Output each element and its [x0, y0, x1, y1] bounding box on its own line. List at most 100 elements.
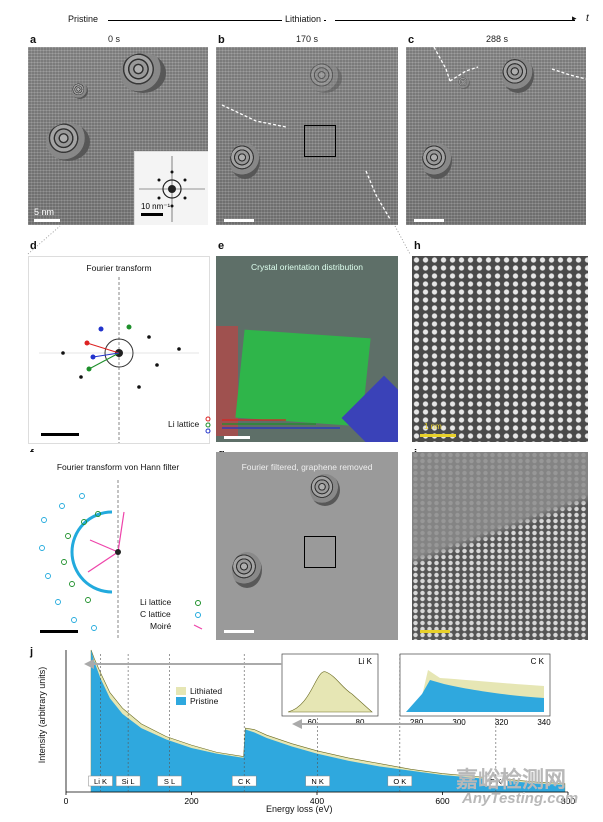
panel-label-e: e [218, 240, 225, 252]
timeline-mid: Lithiation [282, 14, 325, 24]
inset-tick-label: 340 [537, 718, 551, 727]
legend-c-lattice: C lattice [140, 609, 171, 619]
panel-e-image: Crystal orientation distribution Li latt… [216, 256, 398, 442]
edge-label-box [483, 775, 509, 787]
nanoparticle [308, 63, 342, 93]
x-tick-label: 200 [184, 796, 198, 806]
panel-g-title: Fourier filtered, graphene removed [241, 462, 373, 472]
panel-c-scale-bar [414, 219, 444, 222]
fft-scale-text: 10 nm⁻¹ [141, 202, 171, 211]
fft-pattern-icon [139, 156, 205, 222]
y-axis-label: Intensity (arbitrary units) [37, 666, 47, 764]
timeline-end: t [586, 13, 589, 24]
panel-label-j: j [30, 646, 34, 658]
panel-d-title: Fourier transform [86, 263, 152, 273]
series-pristine [91, 650, 565, 792]
panel-label-d: d [30, 240, 37, 252]
edge-label: Li K [94, 777, 107, 786]
panel-f-scale-bar [40, 630, 78, 633]
edge-label-box [305, 775, 330, 787]
selection-box [304, 536, 336, 568]
panel-f-title: Fourier transform von Hann filter [56, 462, 180, 472]
edge-label-box [88, 775, 113, 787]
nanoparticle [46, 123, 90, 161]
panel-d-scale-bar [41, 433, 79, 436]
legend-lithiated: Lithiated [190, 686, 223, 696]
panel-b-scale-bar [224, 219, 254, 222]
panel-h-image: 1 nm [412, 256, 588, 442]
boundary-lines [221, 104, 391, 220]
nanoparticle [232, 552, 262, 588]
panel-f-legend-markers [193, 600, 203, 630]
panel-e-legend-text: Li lattice [168, 419, 200, 429]
watermark-cn: 嘉峪检测网 [456, 767, 567, 792]
legend-moire: Moiré [150, 621, 172, 631]
panel-label-c: c [408, 34, 415, 46]
panel-j-chart: 0 200 400 600 800 Li K Si L S L C K N K O K F K Li K… [0, 644, 603, 817]
edge-label: N K [311, 777, 324, 786]
panel-e-scale-bar [224, 436, 250, 439]
fft-inset: 10 nm⁻¹ [134, 151, 208, 225]
timeline-line-left [108, 20, 326, 21]
edge-label-box [115, 775, 141, 787]
inset-title: C K [531, 657, 545, 666]
legend-pristine: Pristine [190, 696, 219, 706]
nanoparticle [502, 57, 534, 93]
red-domain [216, 326, 238, 436]
x-tick-label: 0 [64, 796, 69, 806]
edge-label-box [387, 775, 413, 787]
eels-spectrum: 0 200 400 600 800 Li K Si L S L C K N K O K F K Li K… [64, 649, 575, 806]
edge-label-box [231, 775, 257, 787]
x-tick-label: 800 [561, 796, 575, 806]
arrowhead-icon [84, 659, 94, 669]
edge-label: F K [490, 777, 502, 786]
panel-h-scale-bar [420, 434, 456, 437]
orientation-arrows [222, 419, 340, 429]
panel-a-image: 10 nm⁻¹ 5 nm [28, 47, 208, 225]
inset-tick-label: 80 [356, 718, 365, 727]
timeline-start: Pristine [68, 14, 99, 24]
inset-tick-label: 280 [410, 718, 424, 727]
panel-i-image [412, 452, 588, 640]
inset-tick-label: 60 [308, 718, 317, 727]
inset-title: Li K [358, 657, 372, 666]
nanoparticle [422, 143, 452, 179]
nanoparticle [120, 53, 166, 93]
panel-d-image: Fourier transform [28, 256, 210, 444]
arrowhead-icon [292, 719, 302, 729]
fft-scale-bar [141, 213, 163, 216]
inset-tick-label: 320 [495, 718, 509, 727]
edge-label: S L [164, 777, 175, 786]
x-tick-label: 400 [310, 796, 324, 806]
panel-a-scale-bar [34, 219, 60, 222]
edge-label: C K [238, 777, 251, 786]
boundary-lines [433, 47, 586, 82]
timeline: Pristine Lithiation ▸ t [0, 8, 603, 28]
nanoparticle [230, 143, 260, 179]
panel-a-scale-text: 5 nm [34, 207, 55, 217]
timeline-line-right [335, 20, 575, 21]
panel-g-scale-bar [224, 630, 254, 633]
nanoparticle [458, 77, 470, 89]
panel-label-b: b [218, 34, 225, 46]
edge-label: Si L [122, 777, 135, 786]
selection-box [304, 125, 336, 157]
hann-fft-pattern [39, 480, 125, 640]
inset-ck-pristine [406, 680, 544, 712]
edge-label: O K [393, 777, 406, 786]
nanoparticle [72, 83, 88, 99]
panel-h-scale-text: 1 nm [424, 422, 442, 431]
panel-label-h: h [414, 240, 421, 252]
edge-label-box [157, 775, 182, 787]
x-axis-label: Energy loss (eV) [266, 804, 333, 814]
panel-c-time: 288 s [486, 34, 509, 44]
panel-e-title: Crystal orientation distribution [251, 262, 363, 272]
watermark-en: AnyTesting.com [462, 790, 579, 807]
panel-b-image [216, 47, 398, 225]
fft-pattern [39, 277, 199, 443]
timeline-arrow-icon: ▸ [572, 13, 577, 23]
panel-i-scale-bar [420, 630, 450, 633]
panel-f-image: Fourier transform von Hann filter [28, 452, 208, 640]
panel-label-a: a [30, 34, 37, 46]
panel-g-image: Fourier filtered, graphene removed [216, 452, 398, 640]
